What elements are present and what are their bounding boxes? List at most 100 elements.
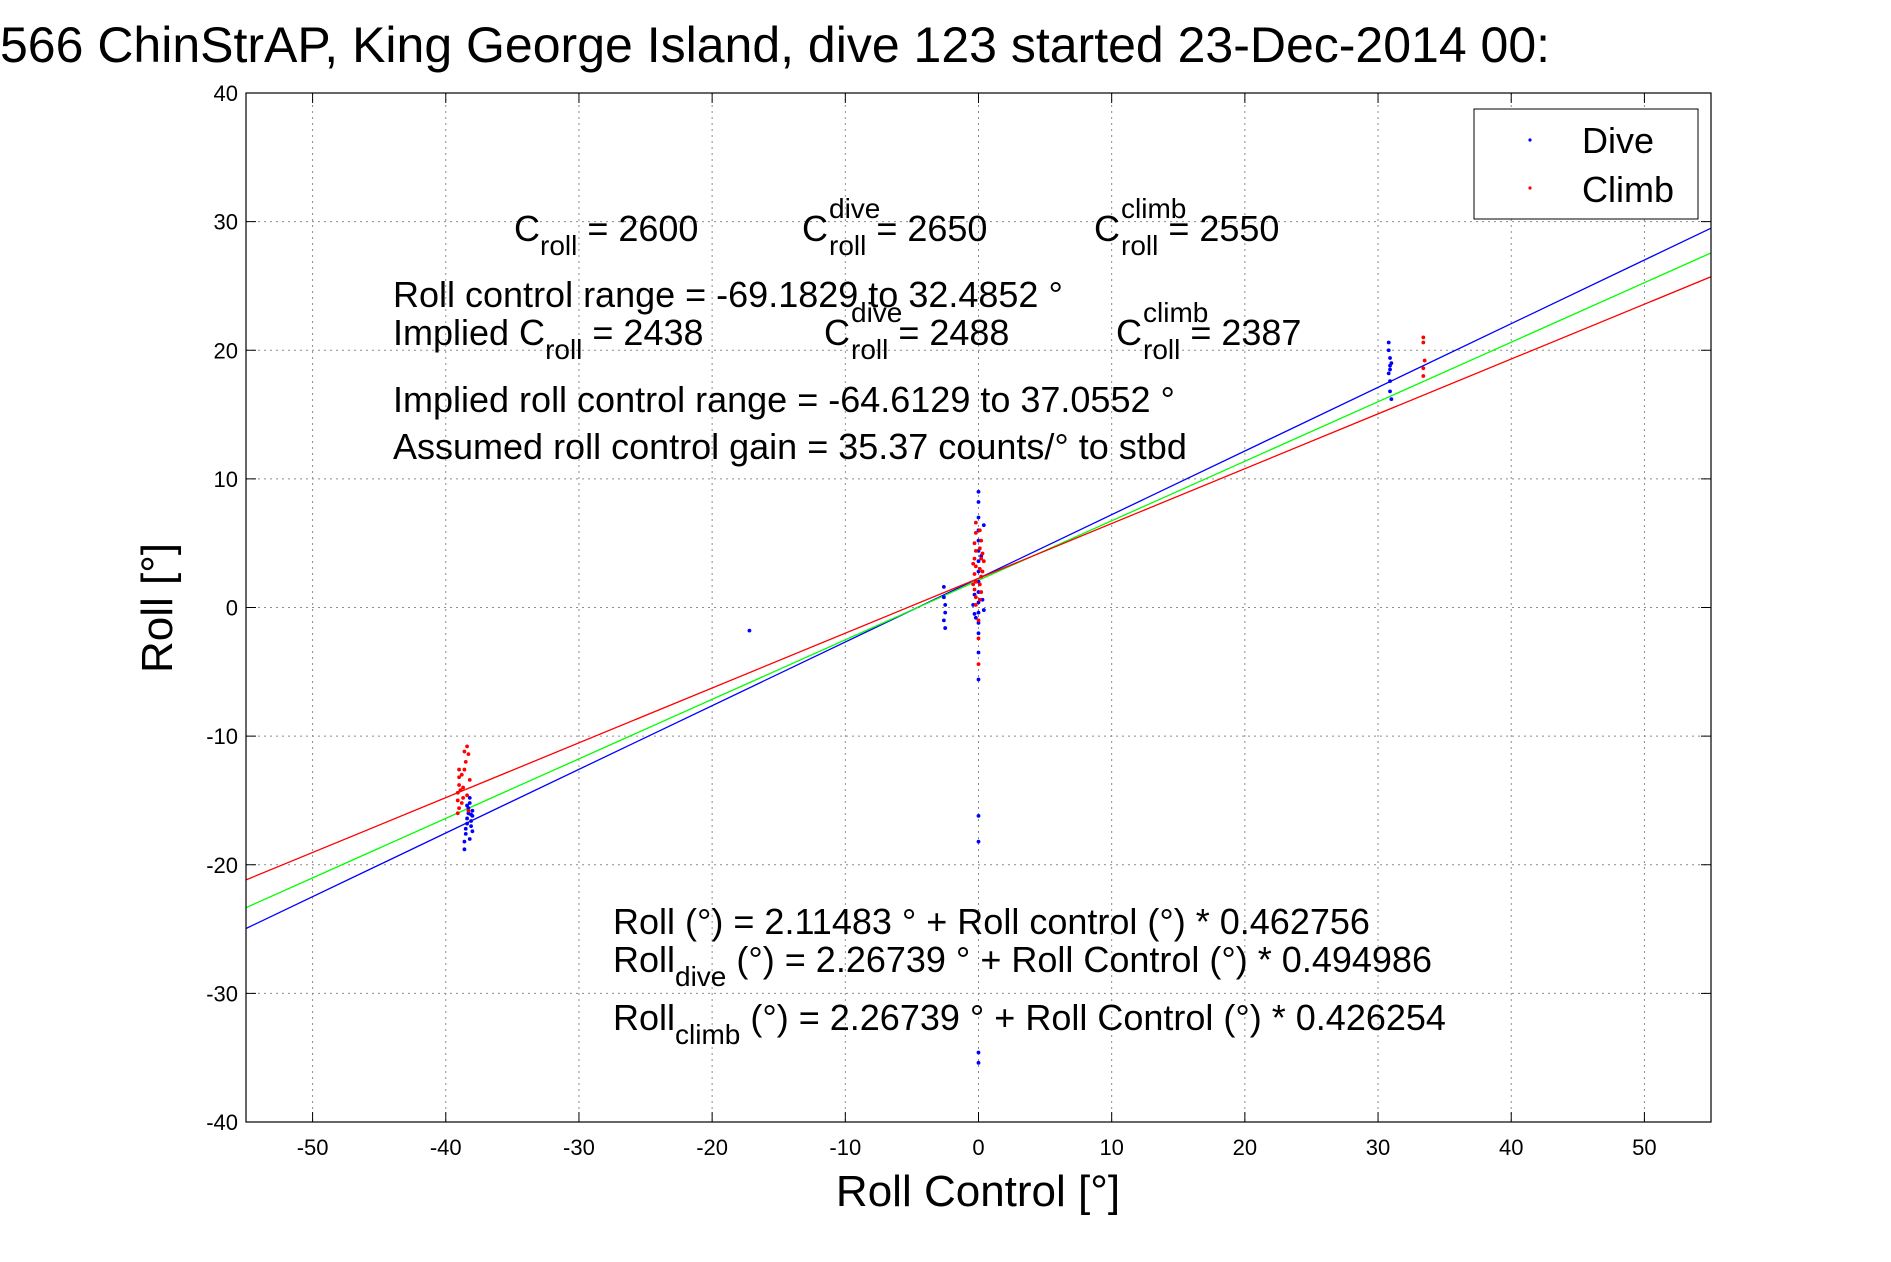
data-point-dive [463, 831, 468, 836]
annotation-implied-c-climb: Cclimb roll = 2387 [1116, 297, 1301, 365]
data-point-dive [981, 523, 986, 528]
data-point-climb [1421, 335, 1426, 340]
series-climb [455, 335, 1427, 816]
data-point-dive [469, 824, 473, 829]
data-point-climb [1422, 358, 1427, 363]
data-point-dive [1389, 361, 1394, 366]
data-point-dive [976, 559, 981, 564]
y-tick-label: 30 [214, 210, 238, 235]
data-points [455, 335, 1427, 1065]
data-point-dive [976, 650, 981, 655]
data-point-dive [976, 590, 981, 594]
legend-box [1473, 108, 1699, 220]
data-point-dive [465, 816, 469, 821]
data-point-dive [470, 808, 475, 813]
data-point-climb [979, 556, 984, 561]
data-point-dive [1386, 348, 1391, 353]
data-point-climb [977, 528, 982, 533]
data-point-climb [465, 744, 469, 749]
data-point-climb [981, 559, 986, 564]
data-point-climb [980, 569, 985, 574]
data-point-dive [1388, 367, 1392, 372]
data-point-climb [973, 579, 978, 584]
data-point-dive [747, 628, 752, 633]
data-point-climb [976, 636, 981, 641]
data-point-climb [977, 546, 982, 551]
data-point-dive [971, 603, 976, 607]
legend-marker-dive [1528, 138, 1532, 142]
data-point-dive [943, 603, 948, 607]
data-point-dive [469, 819, 473, 823]
data-point-climb [977, 582, 982, 587]
data-point-dive [980, 597, 985, 602]
data-point-climb [1421, 366, 1426, 371]
data-point-climb [461, 785, 465, 790]
x-tick-label: 0 [972, 1135, 984, 1160]
data-point-climb [973, 595, 978, 600]
data-point-dive [973, 615, 978, 620]
annotation-implied-range: Implied roll control range = -64.6129 to… [393, 379, 1175, 420]
y-axis-label: Roll [°] [133, 543, 182, 673]
annotation-gain: Assumed roll control gain = 35.37 counts… [393, 426, 1187, 467]
data-point-dive [465, 821, 469, 826]
x-tick-label: -50 [297, 1135, 329, 1160]
data-point-climb [976, 618, 981, 623]
fit-line-2 [245, 276, 1712, 881]
data-point-dive [467, 801, 472, 805]
legend-label-dive: Dive [1582, 120, 1654, 161]
data-point-climb [462, 767, 467, 772]
annotation-c-roll: Croll = 2600 [514, 208, 698, 261]
data-point-dive [465, 803, 469, 808]
x-tick-label: 50 [1632, 1135, 1656, 1160]
data-point-dive [463, 826, 468, 831]
x-tick-label: 40 [1499, 1135, 1523, 1160]
data-point-dive [1388, 389, 1392, 394]
data-point-climb [977, 567, 982, 571]
data-point-climb [1421, 374, 1426, 378]
data-point-dive [1386, 371, 1391, 376]
data-point-dive [976, 500, 981, 504]
data-point-climb [461, 795, 465, 800]
data-point-dive [941, 618, 946, 623]
data-point-climb [979, 538, 984, 543]
y-tick-label: 10 [214, 467, 238, 492]
x-tick-label: -40 [430, 1135, 462, 1160]
data-point-climb [972, 556, 977, 561]
data-point-climb [973, 530, 978, 535]
x-tick-label: 20 [1233, 1135, 1257, 1160]
data-point-climb [976, 662, 981, 666]
data-point-dive [976, 515, 981, 520]
annotation-roll-control-range: Roll control range = -69.1829 to 32.4852… [393, 274, 1063, 315]
ticks: -50 -40 -30 -20 -10 0 10 20 30 40 50 -40 -30 -20 -10 0 1… [206, 81, 1711, 1160]
data-point-dive [462, 847, 467, 852]
data-point-dive [943, 626, 948, 630]
y-tick-label: 40 [214, 81, 238, 106]
data-point-climb [971, 582, 976, 587]
x-tick-label: 30 [1366, 1135, 1390, 1160]
annotation-c-climb: Cclimb roll = 2550 [1094, 193, 1279, 261]
data-point-climb [980, 551, 985, 556]
data-point-climb [979, 574, 984, 579]
annotation-implied-c-dive: Cdive roll = 2488 [824, 297, 1009, 365]
data-point-dive [976, 1050, 981, 1055]
data-point-dive [976, 631, 981, 636]
data-point-dive [941, 585, 946, 589]
annotation-c-dive: Cdive roll = 2650 [802, 193, 987, 261]
data-point-dive [1388, 356, 1392, 360]
equation-roll-dive: Rolldive (°) = 2.26739 ° + Roll Control … [613, 939, 1432, 992]
data-point-dive [981, 608, 986, 612]
y-tick-label: -10 [206, 724, 238, 749]
x-tick-label: -30 [563, 1135, 595, 1160]
data-point-dive [462, 839, 467, 844]
data-point-climb [457, 775, 461, 780]
data-point-climb [466, 808, 471, 813]
legend-label-climb: Climb [1582, 169, 1674, 210]
data-point-dive [972, 612, 977, 616]
data-point-climb [979, 590, 984, 594]
data-point-climb [973, 603, 978, 607]
data-point-dive [976, 813, 981, 818]
data-point-climb [977, 597, 982, 602]
x-tick-label: -10 [829, 1135, 861, 1160]
data-point-climb [973, 520, 978, 525]
